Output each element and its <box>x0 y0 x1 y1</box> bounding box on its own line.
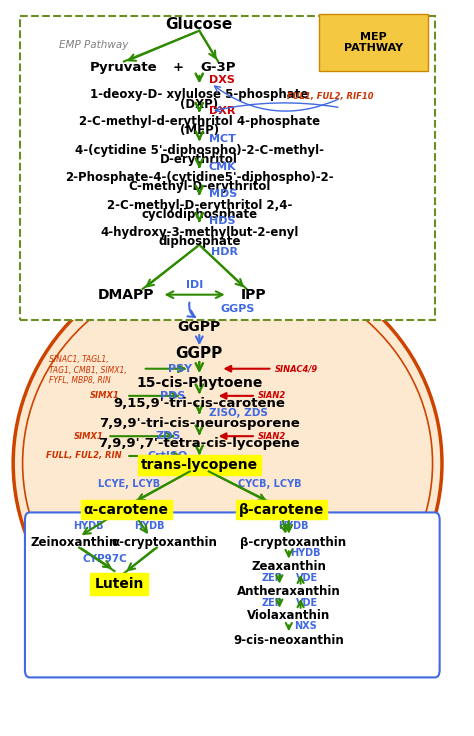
Text: ZEP: ZEP <box>262 598 283 608</box>
Text: Pyruvate: Pyruvate <box>90 61 158 74</box>
Ellipse shape <box>13 255 442 672</box>
Text: FUL1, FUL2, RIF10: FUL1, FUL2, RIF10 <box>287 92 374 102</box>
Text: G-3P: G-3P <box>201 61 236 74</box>
Text: FULL, FUL2, RIN: FULL, FUL2, RIN <box>46 451 122 461</box>
Text: MDS: MDS <box>209 189 237 199</box>
Text: cyclodiphosphate: cyclodiphosphate <box>141 208 257 221</box>
Text: Antheraxanthin: Antheraxanthin <box>237 585 341 598</box>
Text: VDE: VDE <box>296 573 318 584</box>
Text: α-cryptoxanthin: α-cryptoxanthin <box>111 536 217 549</box>
Text: trans-lycopene: trans-lycopene <box>141 458 258 472</box>
Text: GGPS: GGPS <box>220 305 255 314</box>
Text: HYDB: HYDB <box>135 520 165 531</box>
Text: (DXP): (DXP) <box>180 98 219 110</box>
Text: α-carotene: α-carotene <box>84 503 169 517</box>
Text: GGPP: GGPP <box>176 346 223 361</box>
Text: 7,9,9'-tri-cis-neurosporene: 7,9,9'-tri-cis-neurosporene <box>99 417 300 431</box>
Text: GGPP: GGPP <box>178 320 221 334</box>
FancyBboxPatch shape <box>25 512 439 677</box>
Text: D-erythritol: D-erythritol <box>160 153 238 166</box>
FancyBboxPatch shape <box>20 16 435 320</box>
Text: DMAPP: DMAPP <box>98 288 155 302</box>
Text: SlAN2: SlAN2 <box>258 392 286 400</box>
Text: CrtISO: CrtISO <box>147 451 188 461</box>
Text: IPP: IPP <box>241 288 266 302</box>
Text: 4-(cytidine 5'-diphospho)-2-C-methyl-: 4-(cytidine 5'-diphospho)-2-C-methyl- <box>75 144 324 157</box>
Text: +: + <box>173 61 183 74</box>
Text: NXS: NXS <box>294 621 317 631</box>
Text: ZDS: ZDS <box>155 431 181 441</box>
Text: SlAN2: SlAN2 <box>258 432 286 441</box>
Text: MCT: MCT <box>209 134 236 144</box>
Text: SINAC1, TAGL1,
TAG1, CMB1, SIMX1,
FYFL, MBP8, RIN: SINAC1, TAGL1, TAG1, CMB1, SIMX1, FYFL, … <box>48 355 126 385</box>
Text: 2-C-methyl-d-erythritol 4-phosphate: 2-C-methyl-d-erythritol 4-phosphate <box>79 115 320 128</box>
Text: LCYE, LCYB: LCYE, LCYB <box>98 479 160 489</box>
Text: HYDB: HYDB <box>73 520 104 531</box>
Text: 9,15,9'-tri-cis-carotene: 9,15,9'-tri-cis-carotene <box>113 397 285 411</box>
Text: 1-deoxy-D- xylulose 5-phosphate: 1-deoxy-D- xylulose 5-phosphate <box>90 88 309 101</box>
Text: ZEP: ZEP <box>262 573 283 584</box>
Text: 4-hydroxy-3-methylbut-2-enyl: 4-hydroxy-3-methylbut-2-enyl <box>100 226 299 239</box>
FancyBboxPatch shape <box>319 14 428 71</box>
Text: IDI: IDI <box>186 280 203 290</box>
Text: Glucose: Glucose <box>166 18 233 32</box>
Text: SIMX1: SIMX1 <box>73 432 103 441</box>
Text: Zeaxanthin: Zeaxanthin <box>251 560 326 573</box>
Text: β-carotene: β-carotene <box>239 503 325 517</box>
Text: VDE: VDE <box>296 598 318 608</box>
Text: CMK: CMK <box>209 162 237 172</box>
Text: HDR: HDR <box>211 247 238 257</box>
Text: SINAC4/9: SINAC4/9 <box>275 364 318 373</box>
Text: HYDB: HYDB <box>278 520 309 531</box>
Text: 2-C-methyl-D-erythritol 2,4-: 2-C-methyl-D-erythritol 2,4- <box>107 199 292 212</box>
Text: PSY: PSY <box>168 364 192 374</box>
Text: Violaxanthin: Violaxanthin <box>247 609 330 623</box>
Text: HDS: HDS <box>209 216 235 227</box>
Text: HYDB: HYDB <box>290 548 320 558</box>
Text: 2-Phosphate-4-(cytidine5'-diphospho)-2-: 2-Phosphate-4-(cytidine5'-diphospho)-2- <box>65 171 334 184</box>
Text: C-methyl-D-erythritol: C-methyl-D-erythritol <box>128 180 271 193</box>
Text: SIMX1: SIMX1 <box>90 392 120 400</box>
Text: diphosphate: diphosphate <box>158 235 240 247</box>
Text: DXR: DXR <box>209 106 235 116</box>
Text: 15-cis-Phytoene: 15-cis-Phytoene <box>136 375 263 389</box>
Text: 7,9,9',7'-tetra-cis-lycopene: 7,9,9',7'-tetra-cis-lycopene <box>99 437 300 450</box>
Text: DXS: DXS <box>209 75 235 85</box>
Text: CYP97C: CYP97C <box>82 553 128 564</box>
Text: ZISO, ZDS: ZISO, ZDS <box>209 408 268 418</box>
Text: β-cryptoxanthin: β-cryptoxanthin <box>240 536 346 549</box>
Text: MEP
PATHWAY: MEP PATHWAY <box>344 32 403 53</box>
Text: (MEP): (MEP) <box>180 124 219 137</box>
Text: PDS: PDS <box>160 391 185 401</box>
Text: Zeinoxanthin: Zeinoxanthin <box>31 536 118 549</box>
Text: 9-cis-neoxanthin: 9-cis-neoxanthin <box>234 634 344 646</box>
Text: CYCB, LCYB: CYCB, LCYB <box>238 479 302 489</box>
Text: EMP Pathway: EMP Pathway <box>59 40 128 50</box>
Text: Lutein: Lutein <box>94 577 144 591</box>
